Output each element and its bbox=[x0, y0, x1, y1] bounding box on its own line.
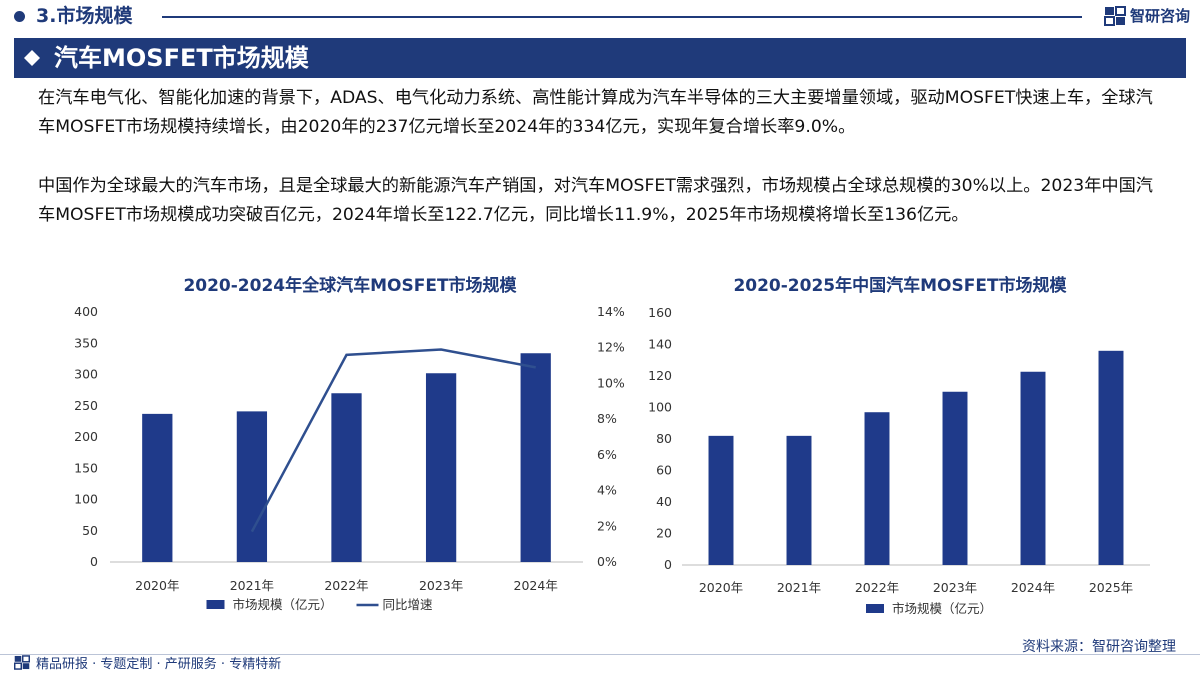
chart2-y-tick-label: 100 bbox=[648, 400, 672, 415]
chart2-y-tick-label: 140 bbox=[648, 337, 672, 352]
chart1-y2-tick-label: 2% bbox=[597, 518, 617, 533]
footer: 精品研报 · 专题定制 · 产研服务 · 专精特新 bbox=[14, 653, 281, 672]
legend-label: 同比增速 bbox=[383, 597, 434, 612]
footer-logo-icon bbox=[14, 655, 30, 670]
diamond-icon bbox=[24, 50, 40, 66]
page-title-bar: 汽车MOSFET市场规模 bbox=[14, 38, 1186, 78]
chart2-bar bbox=[786, 435, 812, 565]
chart1-growth-line bbox=[250, 348, 536, 533]
chart1-y-tick-label: 50 bbox=[82, 523, 98, 538]
chart2-bar bbox=[942, 391, 968, 565]
chart1-y2-tick-label: 6% bbox=[597, 447, 617, 462]
legend-bar-swatch bbox=[206, 600, 225, 609]
chart1-y-tick-label: 250 bbox=[74, 398, 98, 413]
chart2-bar bbox=[1098, 350, 1124, 565]
chart1-bar bbox=[142, 413, 173, 562]
chart2-y-tick-label: 0 bbox=[664, 557, 672, 572]
chart1-bar bbox=[520, 353, 551, 562]
section-title: 3.市场规模 bbox=[36, 5, 133, 27]
chart1-title: 2020-2024年全球汽车MOSFET市场规模 bbox=[183, 276, 517, 296]
chart1-y-tick-label: 100 bbox=[74, 492, 98, 507]
chart1-y-tick-label: 300 bbox=[74, 367, 98, 382]
chart2-title: 2020-2025年中国汽车MOSFET市场规模 bbox=[733, 276, 1067, 296]
chart1-y2-tick-label: 8% bbox=[597, 411, 617, 426]
chart2-category-label: 2021年 bbox=[777, 580, 821, 595]
chart1-y-tick-label: 0 bbox=[90, 554, 98, 569]
chart2-y-tick-label: 40 bbox=[656, 494, 672, 509]
top-header: 3.市场规模 智研咨询 bbox=[0, 0, 1200, 34]
chart1-y-tick-label: 350 bbox=[74, 335, 98, 350]
chart1-y2-tick-label: 14% bbox=[597, 304, 625, 319]
chart2-bar bbox=[864, 412, 890, 565]
chart1-category-label: 2024年 bbox=[514, 578, 558, 593]
chart2-category-label: 2022年 bbox=[855, 580, 899, 595]
footer-tagline: 精品研报 · 专题定制 · 产研服务 · 专精特新 bbox=[36, 657, 282, 672]
chart2-y-tick-label: 160 bbox=[648, 305, 672, 320]
chart1-y2-tick-label: 4% bbox=[597, 483, 617, 498]
brand-name: 智研咨询 bbox=[1129, 7, 1190, 25]
data-source: 资料来源：智研咨询整理 bbox=[1022, 639, 1176, 655]
chart2-category-label: 2024年 bbox=[1011, 580, 1055, 595]
chart1-bar bbox=[236, 411, 268, 562]
chart1-category-label: 2023年 bbox=[419, 578, 463, 593]
legend-label: 市场规模（亿元） bbox=[233, 597, 333, 612]
paragraph-global: 在汽车电气化、智能化加速的背景下，ADAS、电气化动力系统、高性能计算成为汽车半… bbox=[38, 88, 1153, 137]
chart2-bar bbox=[708, 435, 734, 565]
chart1-y2-tick-label: 0% bbox=[597, 554, 617, 569]
legend-label: 市场规模（亿元） bbox=[892, 601, 992, 616]
chart1-y-tick-label: 400 bbox=[74, 304, 98, 319]
chart1-category-label: 2021年 bbox=[230, 578, 274, 593]
chart2-y-tick-label: 80 bbox=[656, 431, 672, 446]
chart2-category-label: 2020年 bbox=[699, 580, 743, 595]
chart1-bar bbox=[331, 393, 362, 562]
legend-bar-swatch bbox=[866, 604, 884, 613]
brand: 智研咨询 bbox=[1103, 5, 1190, 26]
header-divider bbox=[162, 16, 1082, 18]
chart1-bar bbox=[425, 373, 457, 562]
paragraph-china: 中国作为全球最大的汽车市场，且是全球最大的新能源汽车产销国，对汽车MOSFET需… bbox=[38, 176, 1153, 225]
chart2-bar bbox=[1020, 371, 1046, 565]
chart2-category-label: 2025年 bbox=[1089, 580, 1133, 595]
chart1-y-tick-label: 150 bbox=[74, 460, 98, 475]
section-bullet-icon bbox=[14, 11, 25, 22]
brand-logo-icon bbox=[1103, 5, 1126, 26]
chart2-category-label: 2023年 bbox=[933, 580, 977, 595]
chart1-category-label: 2020年 bbox=[135, 578, 179, 593]
footer-divider bbox=[0, 654, 1200, 655]
chart2-y-tick-label: 60 bbox=[656, 463, 672, 478]
chart1-category-label: 2022年 bbox=[324, 578, 368, 593]
chart1-y2-tick-label: 12% bbox=[597, 340, 625, 355]
chart1-y-tick-label: 200 bbox=[74, 429, 98, 444]
chart2-y-tick-label: 120 bbox=[648, 368, 672, 383]
page-title: 汽车MOSFET市场规模 bbox=[54, 44, 309, 72]
chart2-y-tick-label: 20 bbox=[656, 526, 672, 541]
chart1-y2-tick-label: 10% bbox=[597, 375, 625, 390]
